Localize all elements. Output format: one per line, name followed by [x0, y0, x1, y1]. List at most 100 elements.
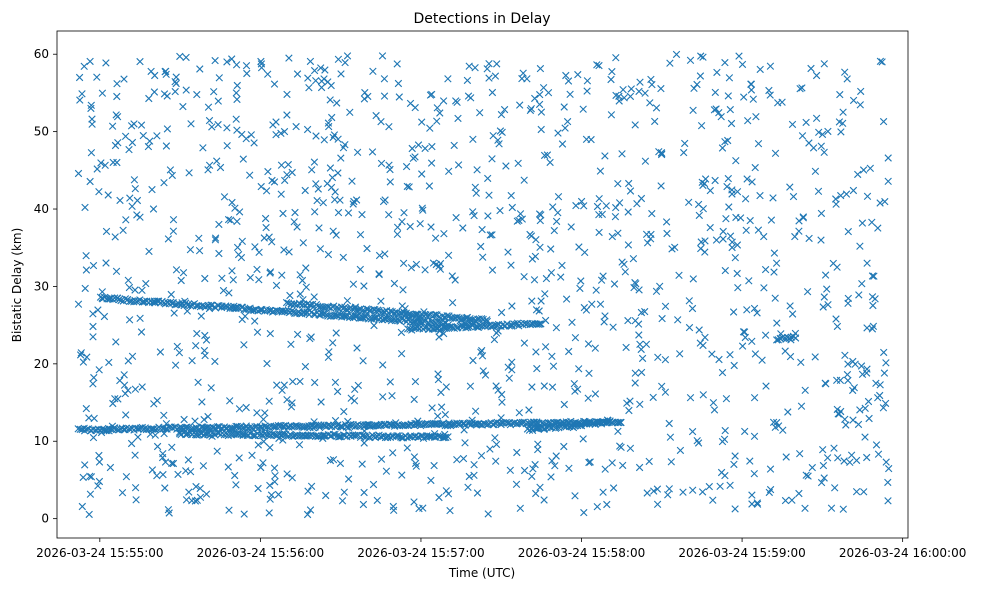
detection-point [622, 343, 630, 352]
detection-point [303, 125, 312, 134]
detection-point [811, 167, 820, 175]
detection-point [608, 232, 616, 241]
detection-point [361, 421, 369, 429]
detection-point [95, 458, 104, 466]
detection-point [478, 225, 486, 234]
detection-point [856, 101, 864, 109]
detection-point [532, 236, 540, 244]
detection-point [534, 320, 542, 328]
detection-point [844, 227, 852, 236]
detection-point [558, 261, 566, 270]
detection-point [418, 170, 426, 178]
detection-point [767, 216, 776, 224]
detection-point [86, 57, 94, 66]
detection-point [718, 144, 727, 152]
detection-point [731, 452, 739, 460]
detection-point [547, 245, 555, 253]
detection-point [164, 235, 173, 243]
detection-point [253, 409, 261, 417]
detection-point [734, 284, 742, 292]
detection-point [731, 254, 739, 262]
detection-point [144, 142, 153, 151]
detection-point [399, 259, 408, 267]
detection-point [291, 208, 299, 217]
detection-point [554, 129, 562, 137]
detection-point [541, 316, 550, 325]
detection-point [329, 339, 337, 347]
detection-point [536, 243, 544, 251]
detection-point [246, 273, 254, 282]
detection-point [264, 167, 272, 176]
detection-point [833, 322, 842, 331]
detection-point [552, 217, 561, 226]
detection-point [389, 449, 397, 457]
detection-point [841, 351, 849, 359]
detection-point [408, 326, 416, 334]
detection-point [488, 231, 496, 239]
y-axis-ticks: 0 10 20 30 40 50 60 [34, 47, 57, 526]
detection-point [79, 473, 87, 482]
detection-point [834, 454, 842, 462]
detection-point [394, 79, 403, 88]
detection-point [94, 482, 102, 490]
detection-point [430, 461, 438, 470]
y-tick-label: 60 [34, 47, 49, 61]
detection-point [560, 103, 568, 111]
detection-point [112, 267, 121, 275]
x-tick-label: 2026-03-24 15:57:00 [357, 546, 484, 560]
detection-point [169, 459, 178, 468]
detection-point [593, 202, 602, 211]
detection-point [295, 422, 304, 431]
detection-point [609, 484, 618, 492]
x-tick-label: 2026-03-24 15:55:00 [36, 546, 163, 560]
detection-point [536, 483, 544, 491]
detection-point [833, 405, 841, 414]
detection-point [214, 97, 222, 105]
detection-point [232, 481, 240, 489]
detection-point [294, 422, 302, 430]
detection-point [516, 210, 525, 218]
detection-point [624, 316, 632, 325]
detection-point [87, 101, 95, 109]
detection-point [879, 117, 888, 126]
detection-point [296, 271, 304, 279]
detection-point [661, 302, 670, 310]
detection-point [516, 101, 524, 109]
detection-point [270, 80, 279, 88]
detection-point [647, 75, 655, 84]
detection-point [260, 234, 268, 242]
detection-point [76, 96, 84, 104]
detection-point [611, 213, 620, 221]
detection-point [528, 383, 536, 391]
detection-point [282, 307, 290, 315]
detection-point [653, 485, 662, 493]
detection-point [863, 324, 871, 332]
detection-point [381, 250, 389, 258]
detection-point [833, 376, 841, 384]
detection-point [600, 318, 608, 326]
detection-point [266, 495, 274, 503]
detection-point [537, 108, 546, 116]
detection-point [257, 57, 265, 66]
detection-point [89, 310, 97, 318]
detection-point [579, 435, 587, 443]
detection-point [729, 308, 738, 316]
detection-point [233, 95, 241, 104]
detection-point [741, 333, 749, 342]
detection-point [377, 297, 385, 305]
detection-point [743, 175, 751, 183]
detection-point [182, 496, 191, 504]
detection-point [837, 191, 845, 200]
detection-point [562, 295, 571, 303]
detection-point [292, 122, 300, 131]
detection-point [247, 131, 255, 139]
detection-point [612, 91, 620, 100]
detection-point [666, 59, 674, 67]
detection-point [266, 329, 274, 338]
detection-point [520, 273, 528, 281]
detection-point [741, 195, 750, 203]
detection-point [232, 61, 241, 69]
detection-point [747, 80, 755, 88]
detection-point [201, 331, 209, 340]
detection-point [665, 419, 673, 428]
